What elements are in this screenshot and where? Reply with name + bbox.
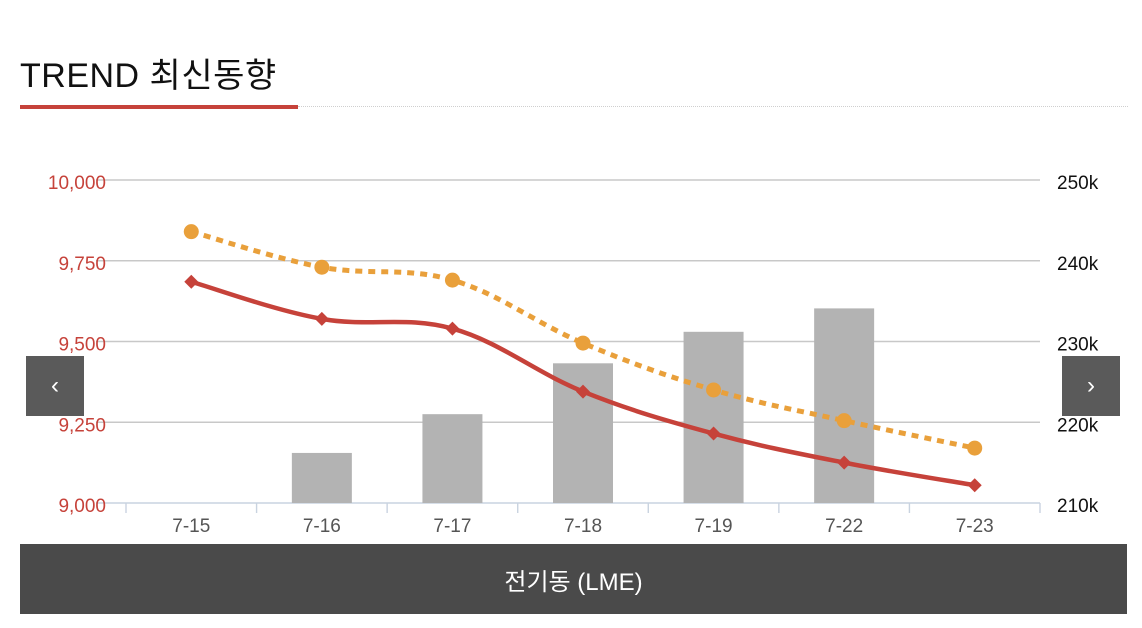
point-circle [444,272,460,288]
title-divider [298,106,1128,107]
point-diamond [314,311,329,326]
point-diamond [967,478,982,493]
x-axis-tick-label: 7-18 [564,516,602,537]
bar [422,414,483,503]
x-axis-tick-label: 7-15 [172,516,210,537]
title-underline [20,105,298,109]
left-axis-tick-label: 9,000 [58,496,106,517]
chevron-right-icon: › [1087,372,1095,399]
chevron-left-icon: ‹ [51,372,59,399]
right-axis-tick-label: 220k [1057,415,1099,436]
point-diamond [576,384,590,399]
x-axis-tick-label: 7-22 [825,516,863,537]
point-circle [967,440,983,456]
point-circle [836,413,852,429]
point-diamond [706,426,721,441]
chart-caption-bar: 전기동 (LME) [20,544,1127,614]
right-axis-tick-label: 250k [1057,173,1099,194]
point-circle [706,382,722,398]
point-circle [183,224,199,240]
left-axis-tick-label: 9,250 [58,415,106,436]
left-axis-tick-label: 9,750 [58,254,106,275]
right-axis-tick-label: 240k [1057,254,1099,275]
point-circle [314,259,330,275]
page-title: TREND 최신동향 [20,57,277,95]
x-axis-tick-label: 7-16 [303,516,341,537]
x-axis-tick-label: 7-19 [695,516,733,537]
prev-arrow-button[interactable]: ‹ [26,356,84,416]
chart-caption: 전기동 (LME) [504,568,643,596]
bar [814,308,875,503]
bar [291,452,352,503]
bar [683,331,744,503]
x-axis-tick-label: 7-23 [956,516,994,537]
point-diamond [837,455,852,470]
right-axis-tick-label: 230k [1057,335,1099,356]
left-axis-tick-label: 10,000 [48,173,106,194]
x-axis-tick-label: 7-17 [433,516,471,537]
next-arrow-button[interactable]: › [1062,356,1120,416]
point-diamond [445,321,460,336]
right-axis-tick-label: 210k [1057,496,1099,517]
left-axis-tick-label: 9,500 [58,335,106,356]
point-diamond [184,274,199,289]
point-circle [575,335,591,351]
